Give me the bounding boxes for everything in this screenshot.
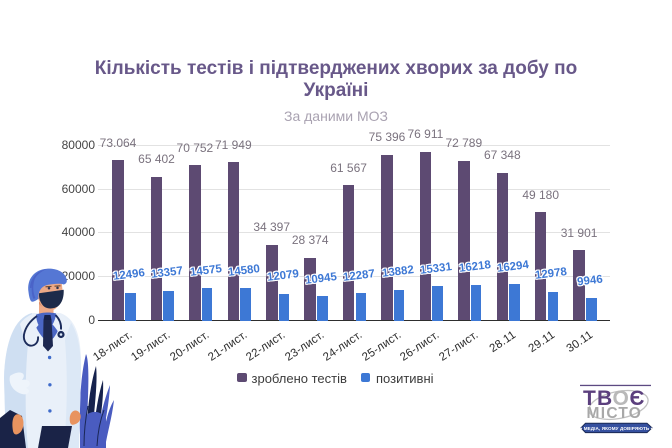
svg-text:МІСТО: МІСТО [587, 405, 643, 422]
svg-text:Є: Є [630, 387, 645, 410]
svg-text:ТВ: ТВ [583, 387, 613, 410]
svg-text:О: О [613, 387, 629, 410]
svg-text:• МЕДІА, ЯКОМУ ДОВІРЯЮТЬ •: • МЕДІА, ЯКОМУ ДОВІРЯЮТЬ • [581, 426, 653, 431]
